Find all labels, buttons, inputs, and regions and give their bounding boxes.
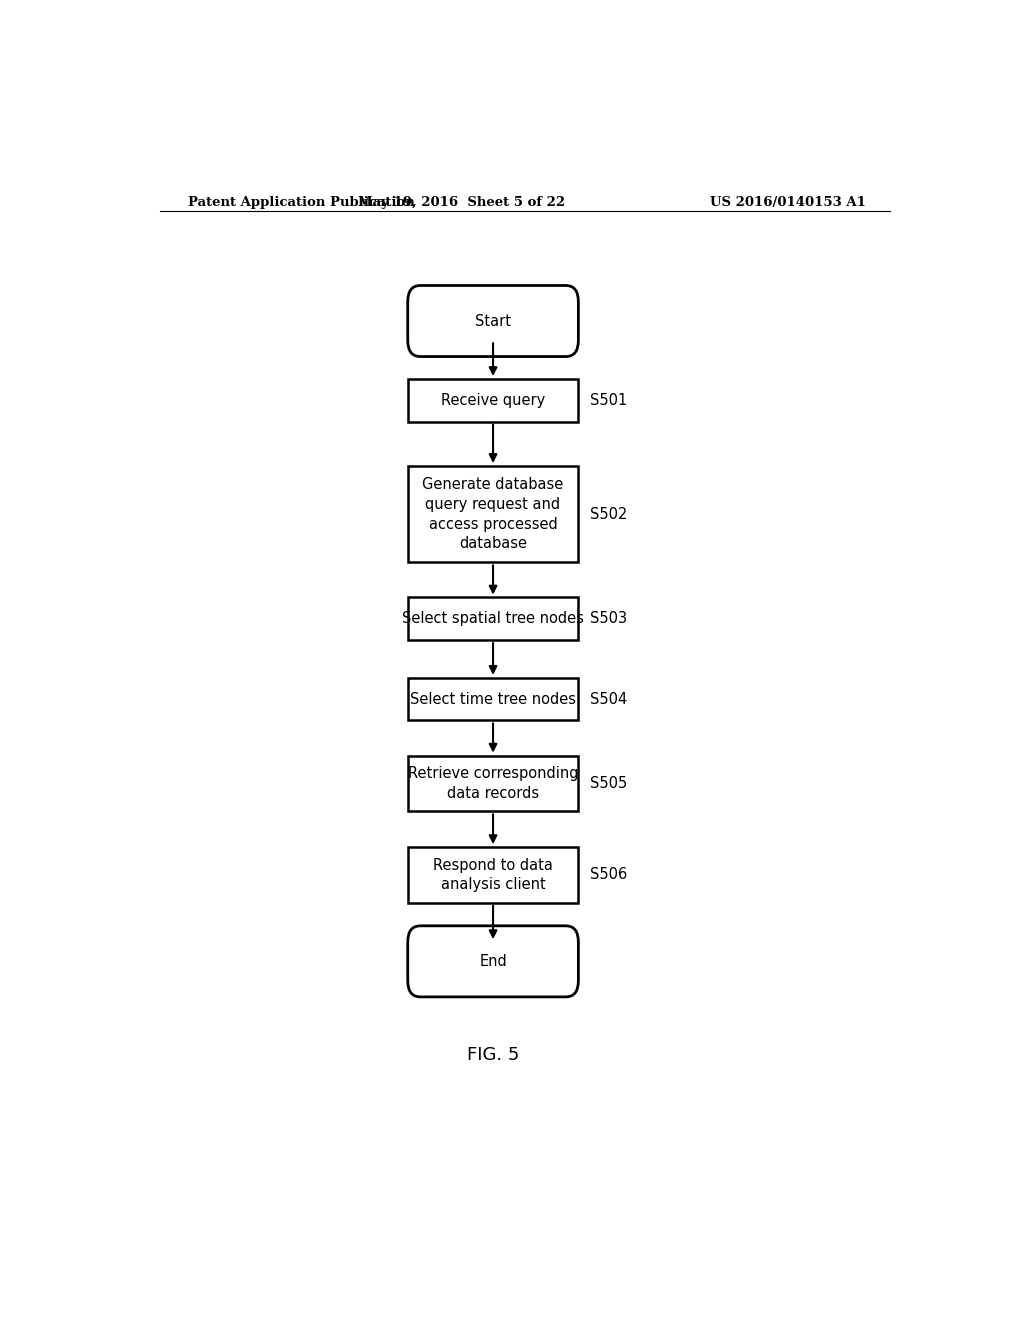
Text: S504: S504 xyxy=(590,692,628,706)
Bar xyxy=(408,755,579,812)
FancyBboxPatch shape xyxy=(408,925,579,997)
Text: Select time tree nodes: Select time tree nodes xyxy=(410,692,577,706)
FancyBboxPatch shape xyxy=(408,285,579,356)
Bar xyxy=(408,598,579,640)
Text: S501: S501 xyxy=(590,393,628,408)
Text: US 2016/0140153 A1: US 2016/0140153 A1 xyxy=(711,195,866,209)
Text: Receive query: Receive query xyxy=(441,393,545,408)
Bar xyxy=(408,379,579,421)
Text: FIG. 5: FIG. 5 xyxy=(467,1045,519,1064)
Text: Generate database
query request and
access processed
database: Generate database query request and acce… xyxy=(423,477,563,552)
Bar xyxy=(408,847,579,903)
Text: S503: S503 xyxy=(590,611,628,626)
Text: S506: S506 xyxy=(590,867,628,883)
Text: End: End xyxy=(479,954,507,969)
Text: Retrieve corresponding
data records: Retrieve corresponding data records xyxy=(408,766,579,801)
Text: Patent Application Publication: Patent Application Publication xyxy=(187,195,415,209)
Text: Start: Start xyxy=(475,314,511,329)
Text: S502: S502 xyxy=(590,507,628,521)
Text: May 19, 2016  Sheet 5 of 22: May 19, 2016 Sheet 5 of 22 xyxy=(357,195,565,209)
Bar xyxy=(408,677,579,721)
Text: Select spatial tree nodes: Select spatial tree nodes xyxy=(402,611,584,626)
Bar xyxy=(408,466,579,562)
Text: Respond to data
analysis client: Respond to data analysis client xyxy=(433,858,553,892)
Text: S505: S505 xyxy=(590,776,628,791)
